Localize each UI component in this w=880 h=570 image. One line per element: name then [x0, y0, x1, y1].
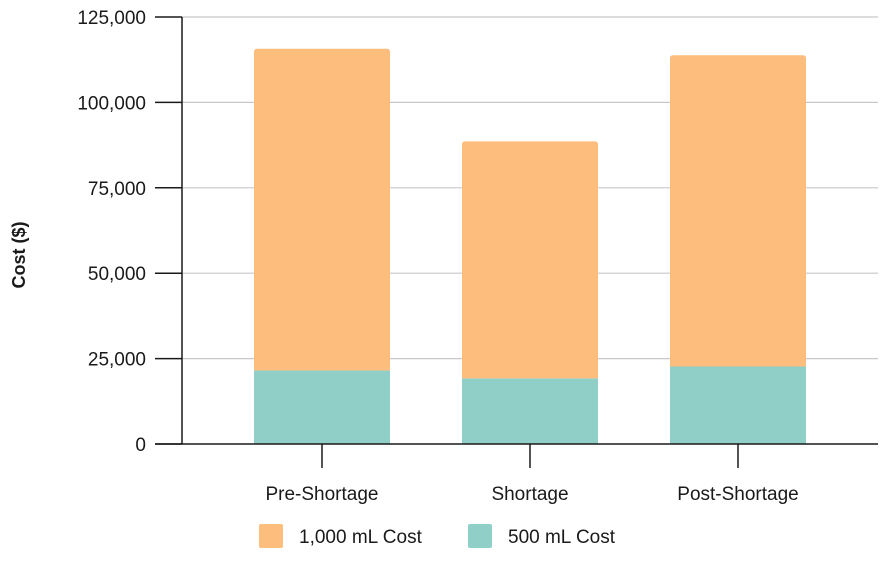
x-tick-label: Post-Shortage	[677, 484, 798, 505]
bar-segment-1-000-ml-cost	[670, 55, 806, 367]
axes	[155, 17, 878, 445]
bar-segment-500-ml-cost	[670, 366, 806, 444]
bar-segment-1-000-ml-cost	[254, 48, 390, 371]
legend-label: 500 mL Cost	[508, 527, 616, 548]
y-tick-label: 50,000	[88, 264, 146, 285]
bars	[254, 48, 806, 444]
y-tick-label: 25,000	[88, 350, 146, 371]
legend-swatch	[468, 524, 492, 548]
legend: 1,000 mL Cost 500 mL Cost	[259, 524, 616, 548]
y-tick-label: 125,000	[77, 8, 146, 29]
y-axis-label: Cost ($)	[9, 221, 29, 288]
y-tick-label: 0	[135, 435, 146, 456]
x-tick-labels: Pre-Shortage Shortage Post-Shortage	[265, 444, 799, 505]
x-tick-label: Pre-Shortage	[265, 484, 378, 505]
bar-segment-1-000-ml-cost	[462, 141, 598, 379]
bar-segment-500-ml-cost	[254, 370, 390, 444]
y-tick-label: 100,000	[77, 93, 146, 114]
bar-segment-500-ml-cost	[462, 378, 598, 444]
y-tick-labels: 0 25,000 50,000 75,000 100,000 125,000	[77, 8, 182, 456]
legend-swatch	[259, 524, 283, 548]
x-tick-label: Shortage	[491, 484, 568, 505]
legend-label: 1,000 mL Cost	[299, 527, 423, 548]
y-tick-label: 75,000	[88, 179, 146, 200]
